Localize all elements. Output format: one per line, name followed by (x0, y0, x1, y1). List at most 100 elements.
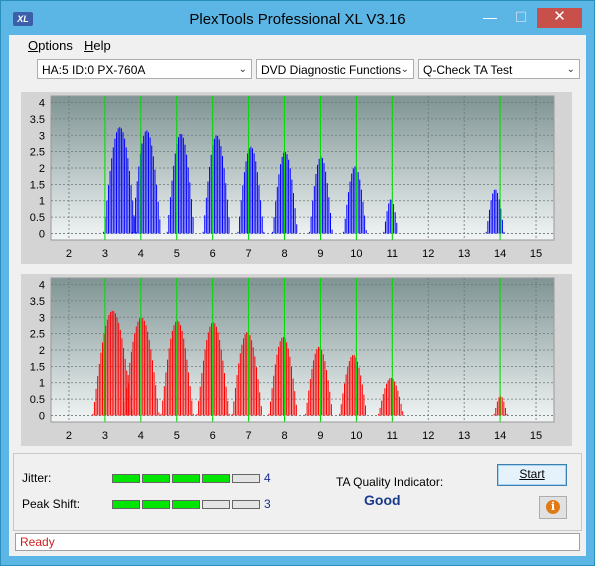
data-bar (146, 130, 148, 234)
data-bar (248, 148, 250, 234)
data-bar (110, 312, 112, 416)
data-bar (292, 378, 294, 416)
data-bar (92, 413, 94, 416)
data-bar (325, 171, 327, 234)
data-bar (154, 169, 156, 234)
data-bar (215, 326, 217, 416)
pit-chart: 0 0.5 1 1.5 2 2.5 3 3.5 4 2 3 4 5 6 7 8 9 10 11 12 13 14 15 (21, 274, 572, 446)
data-bar (387, 380, 389, 416)
data-bar (384, 221, 386, 234)
data-bar (199, 386, 201, 416)
data-bar (311, 368, 313, 416)
data-bar (144, 131, 146, 234)
data-bar (181, 134, 183, 234)
data-bar (181, 330, 183, 416)
data-bar (351, 173, 353, 234)
data-bar (312, 200, 314, 234)
data-bar (242, 185, 244, 234)
data-bar (206, 339, 208, 416)
x-tick-label: 8 (281, 430, 287, 442)
data-bar (163, 386, 165, 416)
data-bar (184, 144, 186, 234)
data-bar (188, 372, 190, 416)
data-bar (390, 377, 392, 416)
data-bar (294, 208, 296, 234)
data-bar (318, 158, 320, 234)
data-bar (111, 158, 113, 234)
data-bar (158, 412, 160, 416)
data-bar (330, 404, 332, 416)
data-bar (119, 329, 121, 416)
ta-quality-label: TA Quality Indicator: (336, 475, 444, 489)
data-bar (273, 217, 275, 234)
data-bar (342, 393, 344, 416)
data-bar (497, 192, 499, 234)
data-bar (495, 189, 497, 234)
data-bar (166, 231, 168, 234)
minimize-button[interactable]: — (483, 9, 497, 25)
data-bar (357, 172, 359, 234)
data-bar (198, 400, 200, 416)
data-bar (227, 400, 229, 416)
data-bar (141, 143, 143, 234)
close-button[interactable]: ✕ (537, 8, 582, 28)
y-tick-label: 2.5 (30, 147, 45, 159)
data-bar (207, 332, 209, 416)
y-tick-label: 2 (39, 163, 45, 175)
data-bar (278, 346, 280, 416)
data-bar (354, 166, 356, 234)
menu-help-accel: H (84, 38, 94, 53)
menu-options[interactable]: Options (28, 38, 73, 53)
data-bar (142, 318, 144, 416)
data-bar (250, 146, 252, 234)
x-tick-label: 6 (210, 248, 216, 260)
data-bar (202, 360, 204, 416)
data-bar (306, 402, 308, 416)
data-bar (170, 338, 172, 416)
data-bar (339, 413, 341, 416)
data-bar (348, 361, 350, 416)
data-bar (171, 180, 173, 234)
data-bar (322, 354, 324, 416)
data-bar (503, 231, 505, 234)
maximize-button[interactable]: ☐ (514, 9, 528, 25)
x-tick-label: 13 (458, 248, 470, 260)
data-bar (226, 199, 228, 234)
start-button[interactable]: Start (497, 464, 567, 486)
data-bar (259, 392, 261, 416)
data-bar (108, 314, 110, 416)
data-bar (228, 413, 230, 416)
test-select[interactable]: Q-Check TA Test ⌄ (418, 59, 580, 79)
info-button[interactable]: i (539, 496, 567, 519)
data-bar (362, 201, 364, 234)
menu-help[interactable]: Help (84, 38, 111, 53)
data-bar (168, 214, 170, 234)
data-bar (120, 128, 122, 234)
data-bar (280, 164, 282, 234)
function-select[interactable]: DVD Diagnostic Functions ⌄ (256, 59, 414, 79)
data-bar (383, 231, 385, 234)
title-bar[interactable]: XL PlexTools Professional XL V3.16 — ☐ ✕ (1, 1, 594, 35)
data-bar (217, 332, 219, 416)
data-bar (240, 200, 242, 234)
x-tick-label: 10 (350, 430, 362, 442)
data-bar (209, 326, 211, 416)
data-bar (218, 139, 220, 234)
data-bar (488, 209, 490, 234)
data-bar (496, 401, 498, 416)
data-bar (358, 367, 360, 416)
toolbar: HA:5 ID:0 PX-760A ⌄ DVD Diagnostic Functi… (9, 55, 586, 85)
data-bar (349, 181, 351, 234)
data-bar (323, 163, 325, 234)
meter-segment (232, 474, 260, 483)
data-bar (393, 204, 395, 234)
data-bar (137, 321, 139, 416)
drive-select[interactable]: HA:5 ID:0 PX-760A ⌄ (37, 59, 252, 79)
data-bar (321, 349, 323, 416)
data-bar (263, 231, 265, 234)
data-bar (288, 159, 290, 234)
x-tick-label: 3 (102, 430, 108, 442)
data-bar (352, 355, 354, 416)
data-bar (269, 401, 271, 416)
app-logo-icon: XL (13, 12, 33, 26)
